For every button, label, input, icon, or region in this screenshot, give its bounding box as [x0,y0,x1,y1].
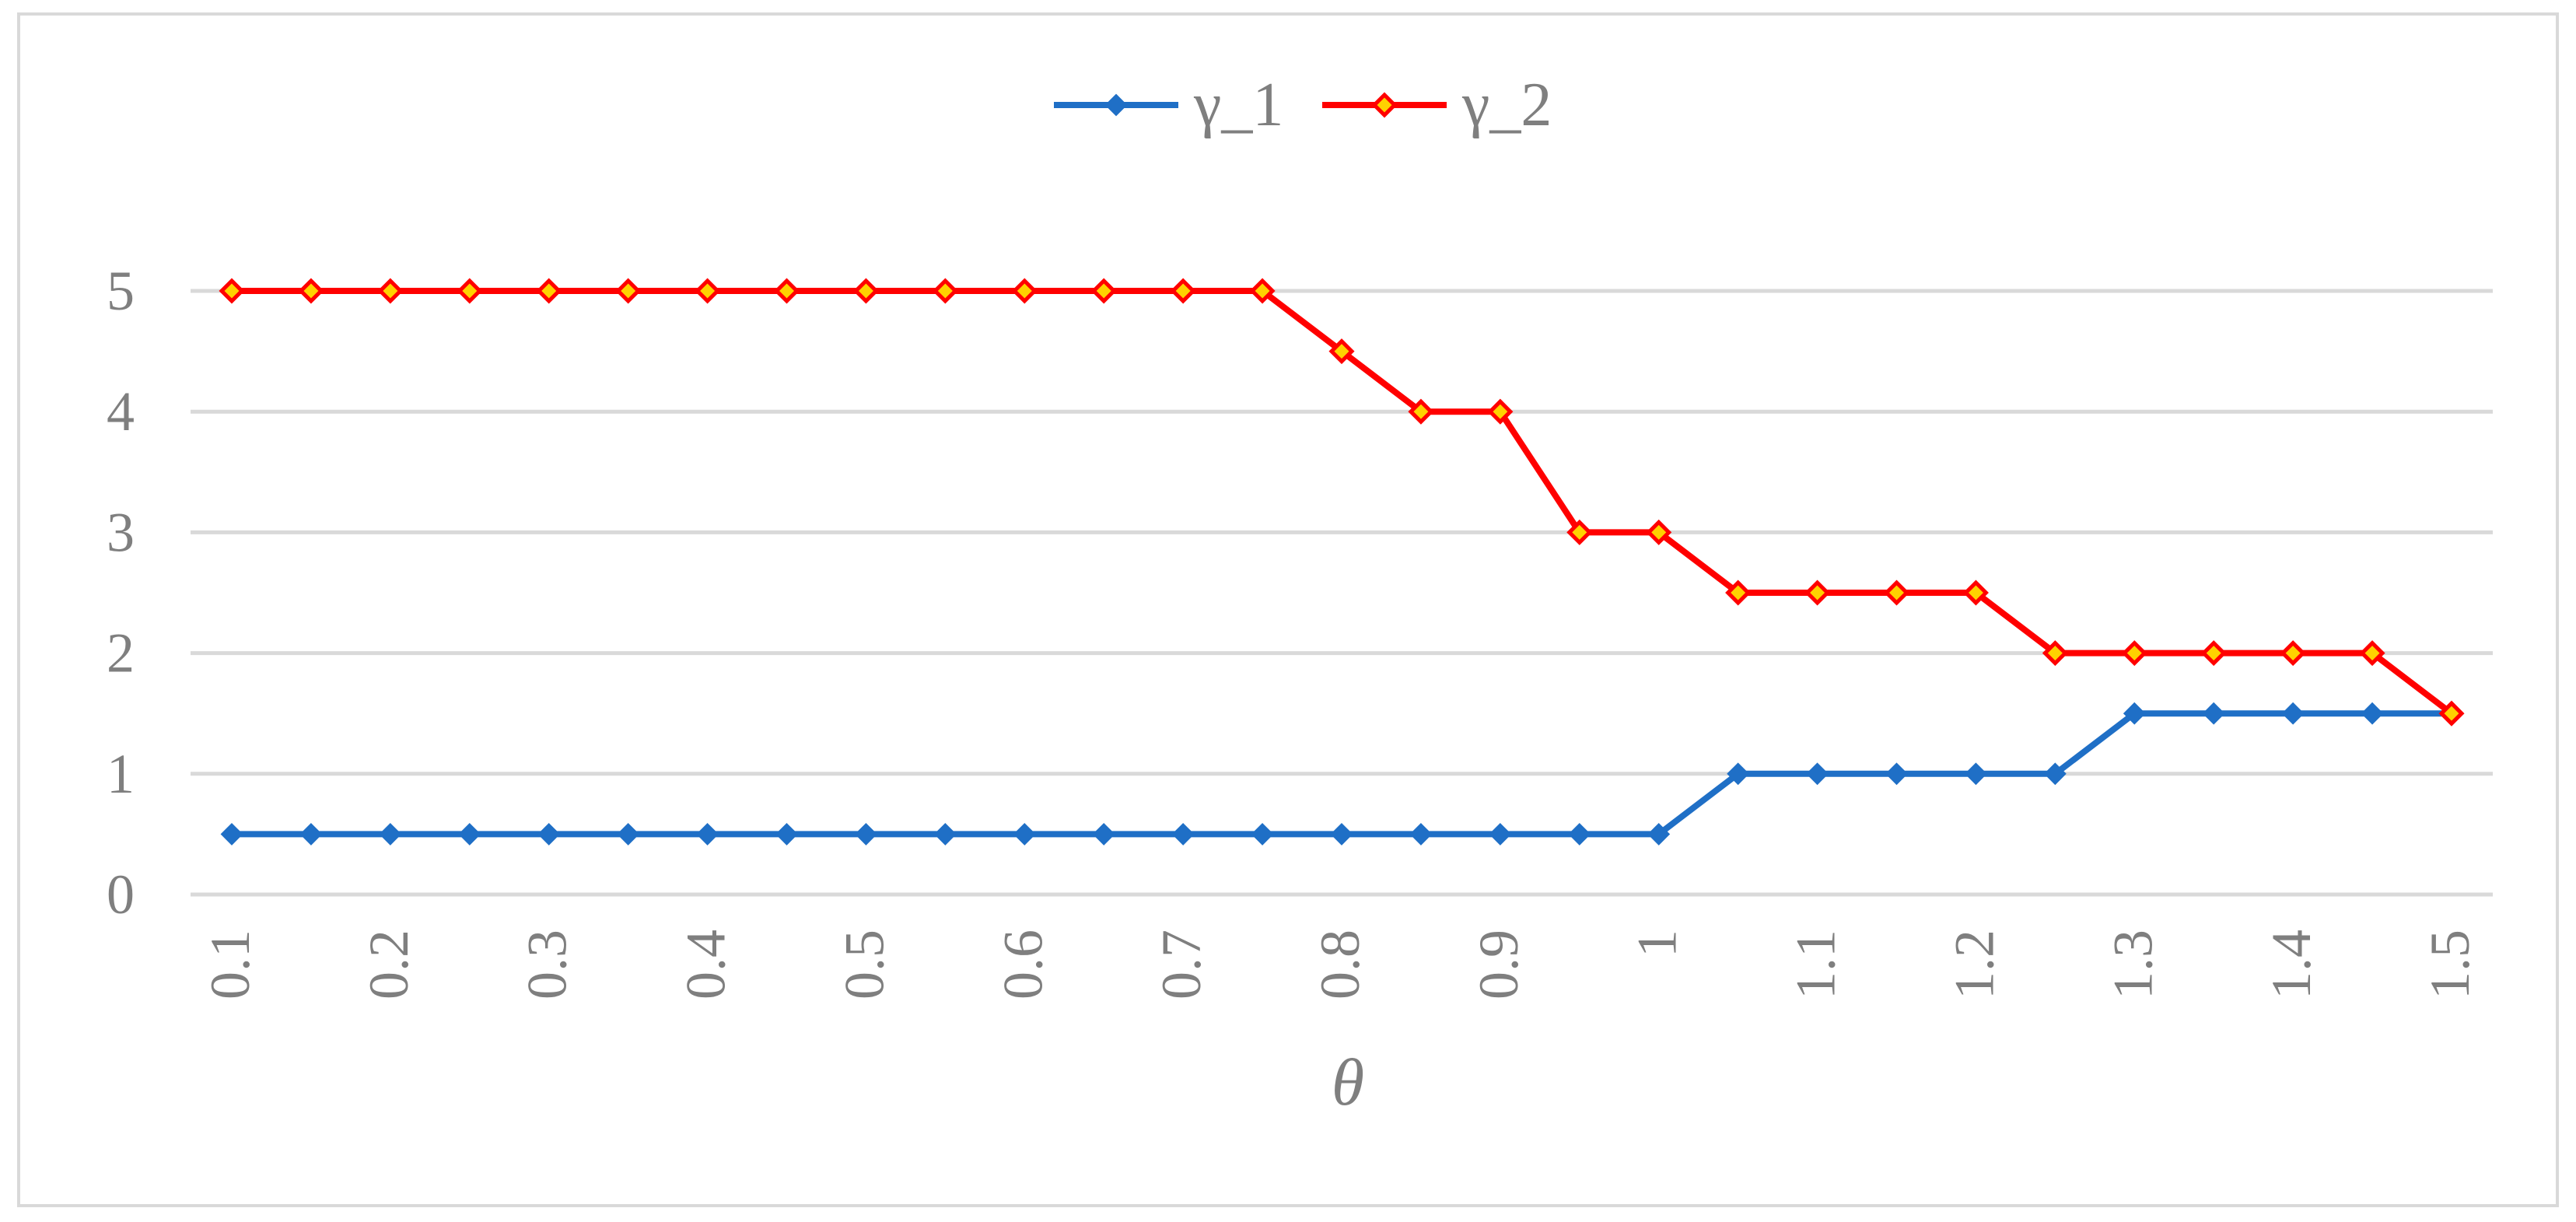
data-point [1568,822,1591,846]
x-tick-label: 1.5 [2419,930,2481,1000]
data-point [696,822,719,846]
x-tick-label: 0.9 [1468,930,1530,1000]
data-point [615,278,642,304]
data-point [1013,822,1036,846]
axes: 0 1 2 3 4 5 0.1 0.2 0.3 0.4 0.5 0.6 0.7 0.8 0.9 1 1.1 1.2… [107,260,2481,1000]
data-point [773,278,800,304]
data-point [1965,762,1987,786]
data-point [1409,822,1433,846]
data-point [1566,519,1593,545]
data-point [933,822,957,846]
data-point [2280,640,2306,667]
data-point [1646,519,1672,545]
data-point [2361,702,2384,725]
data-point [379,822,402,846]
data-point [219,278,245,304]
chart-frame [17,12,2559,1207]
data-point [537,822,561,846]
x-tick-label: 1.4 [2260,930,2322,1000]
x-tick-label: 0.3 [516,930,579,1000]
series-layer [219,278,2465,846]
x-tick-label: 0.2 [358,930,420,1000]
series-1 [220,702,2463,846]
gridlines [191,289,2493,897]
data-point [1647,822,1671,846]
data-point [2281,702,2305,725]
data-point [695,278,721,304]
x-tick-label: 1.2 [1943,930,2005,1000]
legend-item-1: γ_1 [1054,71,1283,139]
data-point [1011,278,1038,304]
x-tick-label: 0.5 [833,930,895,1000]
data-point [1883,579,1910,606]
data-point [1408,398,1434,425]
legend: γ_1 γ_2 [1054,71,1552,139]
data-point [2200,640,2227,667]
data-point [1171,822,1195,846]
data-point [1251,822,1274,846]
data-point [1804,579,1831,606]
data-point [1806,762,1829,786]
data-point [536,278,562,304]
data-point [2123,702,2146,725]
data-point [855,822,877,846]
y-tick-label: 0 [107,863,135,926]
data-point [377,278,404,304]
x-axis-title: θ [1332,1045,1364,1119]
x-tick-label: 0.7 [1150,930,1213,1000]
data-point [220,822,243,846]
data-point [2043,762,2067,786]
data-point [1330,822,1353,846]
y-tick-label: 1 [107,743,135,805]
data-point [1170,278,1196,304]
data-point [1092,822,1115,846]
data-point [1489,822,1512,846]
legend-label: γ_1 [1193,71,1283,139]
data-point [617,822,640,846]
data-point [1328,338,1355,365]
y-tick-label: 5 [107,260,135,322]
series-2 [219,278,2465,727]
x-tick-label: 0.1 [199,930,261,1000]
x-tick-label: 0.4 [675,930,737,1000]
y-tick-label: 3 [107,501,135,563]
data-point [1090,278,1117,304]
x-tick-label: 1.1 [1785,930,1847,1000]
data-point [298,278,324,304]
data-point [2121,640,2147,667]
legend-label: γ_2 [1461,71,1552,139]
legend-marker [1371,92,1398,118]
data-point [1727,762,1750,786]
x-tick-label: 0.6 [992,930,1054,1000]
data-point [2042,640,2068,667]
x-tick-label: 1 [1626,930,1689,958]
data-point [932,278,958,304]
data-point [299,822,323,846]
data-point [1487,398,1514,425]
data-point [1885,762,1908,786]
y-tick-label: 4 [107,380,135,443]
data-point [2202,702,2225,725]
legend-marker [1104,93,1128,117]
data-point [458,822,481,846]
data-point [1962,579,1989,606]
x-tick-label: 1.3 [2102,930,2164,1000]
legend-item-2: γ_2 [1322,71,1552,139]
data-point [1249,278,1276,304]
data-point [775,822,798,846]
data-point [2359,640,2385,667]
data-point [2438,700,2465,727]
y-tick-label: 2 [107,622,135,685]
data-point [457,278,483,304]
data-point [1725,579,1752,606]
x-tick-label: 0.8 [1309,930,1371,1000]
data-point [852,278,879,304]
